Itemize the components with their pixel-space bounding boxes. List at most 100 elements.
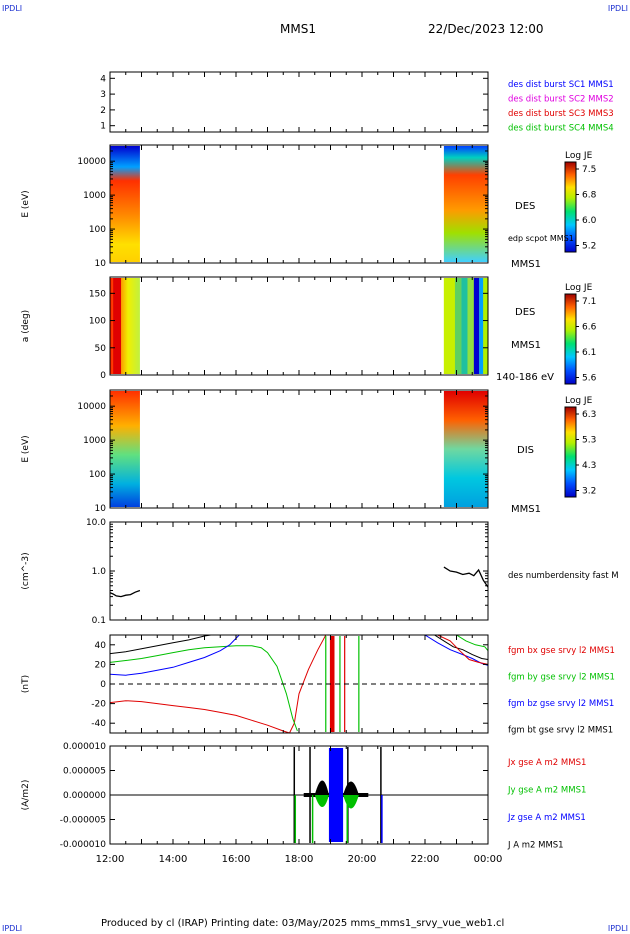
density-series-label: des numberdensity fast M: [508, 571, 619, 581]
dis-energy-colorbar-tick: 6.3: [582, 410, 596, 420]
dis-energy-ytick: 1000: [83, 436, 106, 446]
x-tick-label: 18:00: [285, 854, 314, 865]
fgm-series-tail: [434, 634, 489, 660]
dis-energy-colorbar-label: Log JE: [565, 396, 593, 406]
burst-ytick: 4: [100, 74, 106, 84]
fgm-ytick: 20: [95, 660, 107, 670]
fgm-series-line: [109, 634, 240, 676]
dis-energy-side-label: MMS1: [511, 504, 541, 515]
burst-legend-item: des dist burst SC4 MMS4: [508, 124, 614, 134]
des-energy-colorbar-tick: 6.8: [582, 191, 597, 201]
x-tick-label: 20:00: [348, 854, 377, 865]
current-series-label: J A m2 MMS1: [507, 841, 564, 851]
current-envelope: [314, 780, 329, 795]
des-energy-ylabel: E (eV): [21, 190, 31, 217]
des-pitch-ytick: 0: [100, 371, 106, 381]
fgm-series-label: fgm bz gse srvy l2 MMS1: [508, 699, 614, 709]
dis-energy-side-label: DIS: [517, 445, 534, 456]
burst-legend-item: des dist burst SC1 MMS1: [508, 80, 614, 90]
des-energy-colorbar-tick: 7.5: [582, 165, 596, 175]
burst-panel-frame: [109, 71, 489, 133]
burst-ytick: 3: [100, 90, 106, 100]
density-series-line: [109, 589, 141, 598]
des-pitch-stripe: [461, 278, 468, 374]
des-pitch-stripe: [467, 278, 474, 374]
des-energy-ytick: 100: [89, 225, 106, 235]
corner-tag-bottom-right: IPDLI: [607, 924, 628, 933]
burst-legend-item: des dist burst SC3 MMS3: [508, 109, 614, 119]
fgm-series-label: fgm by gse srvy l2 MMS1: [508, 673, 615, 683]
des-energy-panel-frame: [109, 144, 489, 264]
footer-credits: Produced by cl (IRAP) Printing date: 03/…: [101, 918, 505, 929]
dis-energy-block-start: [110, 391, 140, 507]
des-pitch-colorbar-label: Log JE: [565, 283, 593, 293]
des-energy-side-label: DES: [515, 201, 535, 212]
density-panel-frame: [109, 521, 489, 621]
des-pitch-side-label: 140-186 eV: [496, 372, 554, 383]
current-envelope-neg: [314, 795, 329, 807]
des-pitch-ytick: 150: [89, 289, 106, 299]
fgm-series-tail: [437, 634, 489, 665]
burst-ytick: 1: [100, 122, 106, 132]
density-ytick: 0.1: [92, 616, 106, 626]
current-ytick: -0.000010: [60, 840, 106, 850]
fgm-series-line: [109, 634, 327, 734]
des-pitch-ylabel: a (deg): [21, 310, 31, 342]
des-pitch-ytick: 100: [89, 317, 106, 327]
des-energy-block-end: [443, 146, 488, 262]
fgm-series-line: [109, 645, 298, 732]
des-energy-colorbar-tick: 5.2: [582, 242, 596, 252]
fgm-series-label: fgm bt gse srvy l2 MMS1: [508, 726, 613, 736]
x-tick-label: 00:00: [474, 854, 503, 865]
density-ytick: 10.0: [86, 518, 106, 528]
des-pitch-colorbar: [564, 293, 577, 385]
des-energy-ytick: 10: [95, 259, 107, 269]
des-pitch-ytick: 50: [95, 344, 107, 354]
x-tick-label: 14:00: [159, 854, 188, 865]
current-envelope: [343, 781, 359, 795]
density-ylabel: (cm^-3): [21, 552, 31, 589]
fgm-ylabel: (nT): [21, 675, 31, 693]
fgm-ytick: 40: [95, 641, 107, 651]
fgm-ytick: -20: [91, 700, 106, 710]
current-envelope-neg: [343, 795, 359, 809]
dis-energy-ytick: 100: [89, 470, 106, 480]
header-datetime: 22/Dec/2023 12:00: [428, 22, 544, 36]
corner-tag-top-left: IPDLI: [2, 4, 23, 13]
x-tick-label: 16:00: [222, 854, 251, 865]
current-ytick: -0.000005: [60, 816, 106, 826]
des-pitch-stripe: [479, 278, 484, 374]
des-pitch-colorbar-tick: 5.6: [582, 374, 597, 384]
des-pitch-colorbar-tick: 6.6: [582, 323, 597, 333]
des-pitch-stripe: [443, 278, 455, 374]
des-energy-colorbar-tick: 6.0: [582, 216, 597, 226]
current-series-label: Jy gse A m2 MMS1: [507, 786, 586, 796]
des-energy-side-label: edp scpot MMS1: [508, 234, 574, 243]
burst-legend-item: des dist burst SC2 MMS2: [508, 95, 614, 105]
fgm-ytick: 0: [100, 680, 106, 690]
des-energy-block-start: [110, 146, 140, 262]
series-layer: [109, 566, 489, 843]
current-jz-burst: [328, 748, 344, 842]
current-series-label: Jx gse A m2 MMS1: [507, 758, 586, 768]
corner-tag-top-right: IPDLI: [607, 4, 628, 13]
dis-energy-ytick: 10000: [77, 402, 106, 412]
current-ylabel: (A/m2): [21, 780, 31, 811]
fgm-series-line: [109, 634, 211, 655]
des-pitch-stripe: [454, 278, 462, 374]
dis-energy-colorbar-tick: 5.3: [582, 436, 596, 446]
des-pitch-side-label: DES: [515, 307, 535, 318]
heatmap-layer: [110, 146, 488, 507]
density-ytick: 1.0: [92, 567, 107, 577]
density-series-line: [443, 566, 489, 588]
des-pitch-stripe: [483, 278, 488, 374]
header-spacecraft: MMS1: [280, 22, 316, 36]
dis-energy-colorbar-tick: 3.2: [582, 487, 596, 497]
des-pitch-colorbar-tick: 7.1: [582, 297, 596, 307]
dis-energy-colorbar-tick: 4.3: [582, 461, 596, 471]
dis-energy-ytick: 10: [95, 504, 107, 514]
des-pitch-side-label: MMS1: [511, 340, 541, 351]
burst-ytick: 2: [100, 106, 106, 116]
des-pitch-stripe: [473, 278, 480, 374]
